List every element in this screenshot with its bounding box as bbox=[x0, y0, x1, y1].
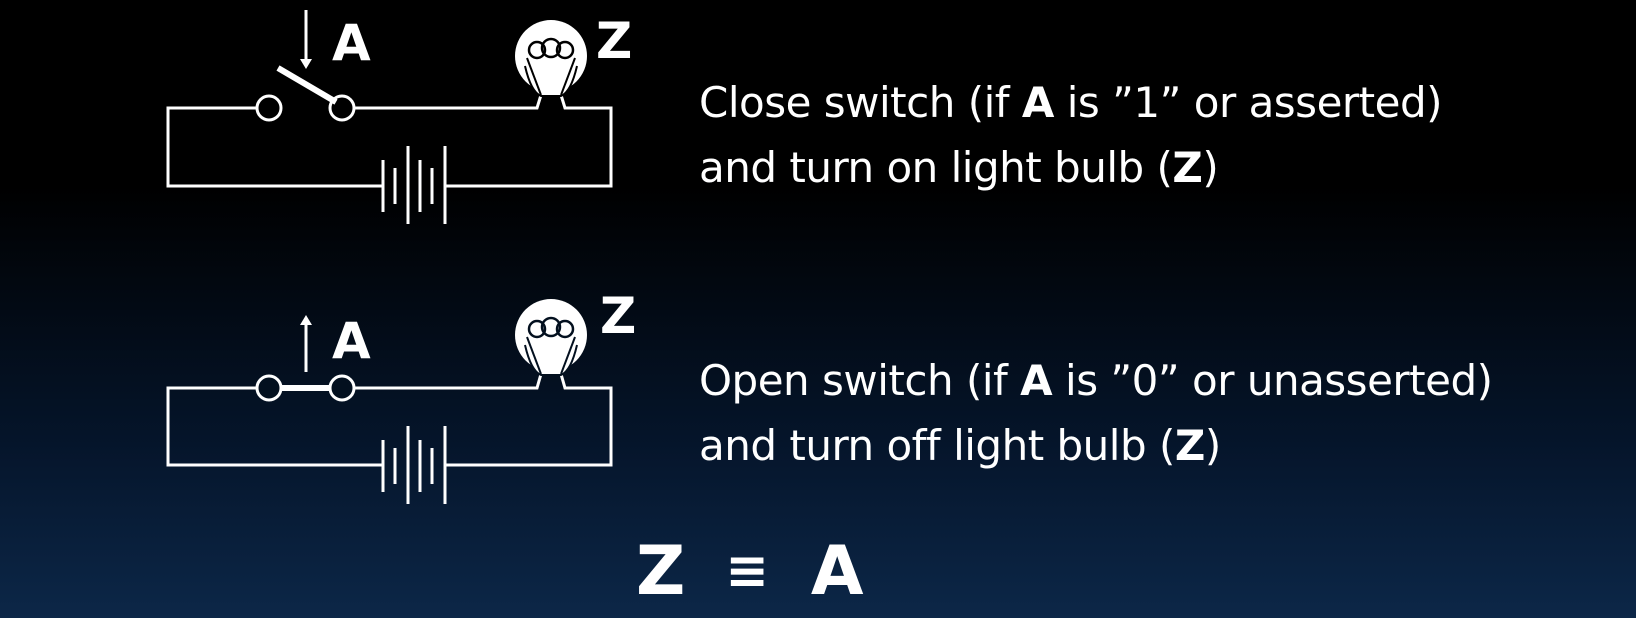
wire-left-bottom bbox=[166, 386, 383, 467]
closed-circuit bbox=[166, 10, 613, 224]
wire-middle-top bbox=[354, 94, 543, 110]
wire-right-top bbox=[445, 94, 613, 188]
battery-icon bbox=[381, 426, 447, 504]
equation-right: A bbox=[810, 532, 864, 611]
battery-icon bbox=[381, 146, 447, 224]
open-circuit-description: Open switch (if A is ”0” or unasserted) … bbox=[699, 348, 1493, 478]
description-line-2: and turn on light bulb (Z) bbox=[699, 143, 1219, 192]
description-line-1: Open switch (if A is ”0” or unasserted) bbox=[699, 356, 1493, 405]
equivalence-symbol: ≡ bbox=[725, 541, 769, 601]
switch-blade bbox=[276, 65, 338, 105]
wire-right-bottom bbox=[445, 373, 613, 467]
switch-terminal-right bbox=[328, 374, 356, 402]
bulb-label-z: Z bbox=[600, 287, 637, 345]
description-line-2: and turn off light bulb (Z) bbox=[699, 421, 1221, 470]
description-line-1: Close switch (if A is ”1” or asserted) bbox=[699, 78, 1443, 127]
equation-left: Z bbox=[636, 532, 686, 611]
switch-terminal-left bbox=[255, 374, 283, 402]
switch-terminal-left bbox=[255, 94, 283, 122]
wire-middle-bottom bbox=[354, 373, 543, 390]
light-bulb-icon bbox=[515, 20, 587, 97]
closed-circuit-description: Close switch (if A is ”1” or asserted) a… bbox=[699, 70, 1443, 200]
bulb-label-z: Z bbox=[596, 12, 633, 70]
open-circuit bbox=[166, 315, 613, 504]
switch-label-a: A bbox=[332, 14, 371, 72]
light-bulb-icon bbox=[515, 299, 587, 376]
equation: Z ≡ A bbox=[636, 538, 864, 606]
wire-left-top bbox=[166, 106, 383, 188]
switch-label-a: A bbox=[332, 312, 371, 370]
